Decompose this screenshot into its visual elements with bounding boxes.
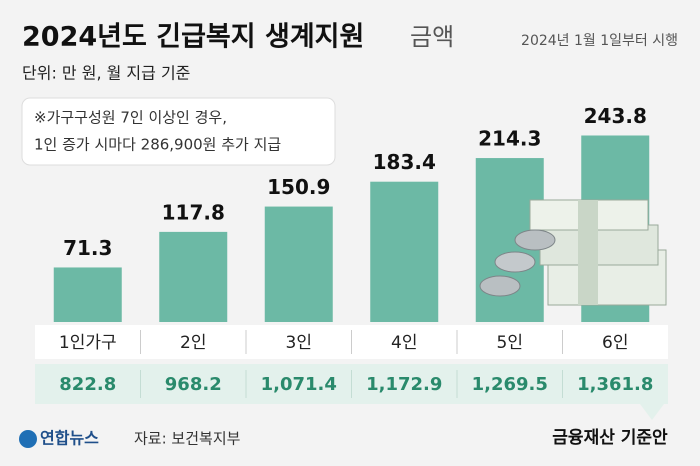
table-value: 822.8 — [59, 374, 116, 395]
category-label: 5인 — [497, 333, 523, 353]
table-caption: 금융재산 기준안 — [552, 428, 668, 448]
bar — [53, 267, 122, 322]
table-value: 1,269.5 — [472, 374, 548, 395]
value-label: 150.9 — [267, 175, 330, 199]
cash-stack — [539, 224, 659, 266]
table-value: 1,071.4 — [261, 374, 337, 395]
value-label: 214.3 — [478, 127, 541, 151]
note-line: 1인 증가 시마다 286,900원 추가 지급 — [34, 136, 281, 154]
category-label: 1인가구 — [59, 333, 117, 353]
category-label: 3인 — [286, 333, 312, 353]
coin — [479, 275, 521, 297]
category-label: 6인 — [602, 333, 628, 353]
note-line: ※가구구성원 7인 이상인 경우, — [34, 109, 227, 127]
table-value: 1,361.8 — [577, 374, 653, 395]
value-label: 117.8 — [162, 200, 225, 224]
caption-pointer — [640, 404, 664, 420]
coin — [494, 251, 536, 273]
table-value: 1,172.9 — [366, 374, 442, 395]
source: 자료: 보건복지부 — [134, 430, 241, 448]
logo: 연합뉴스 — [40, 429, 99, 448]
note-box — [21, 97, 336, 166]
money-illustration — [479, 199, 667, 306]
category-label: 4인 — [391, 333, 417, 353]
coin — [514, 229, 556, 251]
table-value: 968.2 — [165, 374, 222, 395]
bar — [159, 231, 228, 322]
value-label: 71.3 — [63, 236, 112, 260]
category-label: 2인 — [180, 333, 206, 353]
logo-icon — [19, 430, 37, 448]
value-label: 243.8 — [584, 104, 647, 128]
subtitle: 2024년 1월 1일부터 시행 — [521, 33, 678, 49]
unit-note: 단위: 만 원, 월 지급 기준 — [22, 64, 190, 83]
value-label: 183.4 — [373, 150, 436, 174]
chart-title: 2024년도 긴급복지 생계지원 — [22, 22, 364, 53]
bar — [370, 181, 439, 322]
cash-band — [578, 200, 598, 305]
chart-title-suffix: 금액 — [410, 23, 454, 51]
bar — [264, 206, 333, 322]
